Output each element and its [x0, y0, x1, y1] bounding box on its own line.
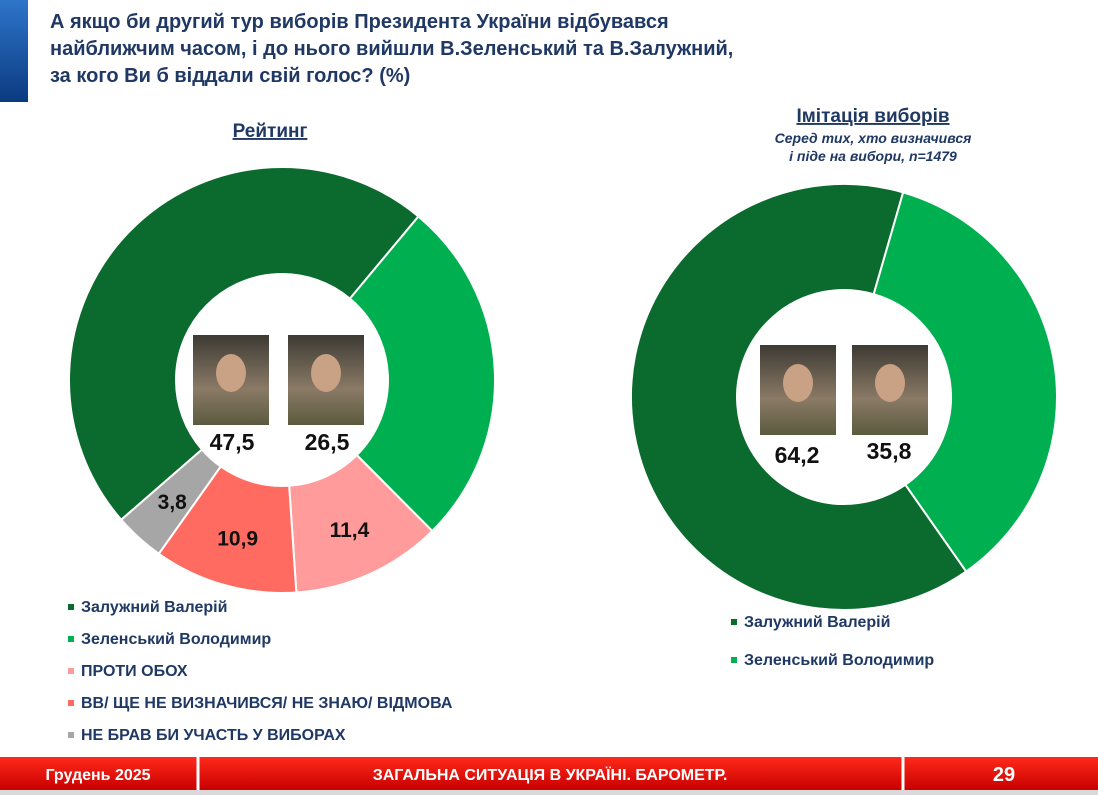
data-label: 35,8 [867, 438, 912, 464]
legend-label: Зеленський Володимир [744, 652, 934, 669]
data-label: 26,5 [305, 429, 350, 455]
legend-label: ВВ/ ЩЕ НЕ ВИЗНАЧИВСЯ/ НЕ ЗНАЮ/ ВІДМОВА [81, 695, 453, 712]
footer-bar [0, 757, 1098, 790]
footer-strip [0, 790, 1098, 795]
donut-segment [119, 448, 223, 556]
legend-label: Залужний Валерій [744, 614, 890, 631]
header-title: за кого Ви б віддали свій голос? (%) [50, 65, 410, 87]
legend-marker [731, 619, 737, 625]
chart-subtitle: Серед тих, хто визначився [775, 130, 972, 146]
footer-date: Грудень 2025 [45, 767, 150, 784]
page-number: 29 [993, 764, 1015, 786]
header-title: А якщо би другий тур виборів Президента … [50, 11, 669, 33]
legend-label: Залужний Валерій [81, 599, 227, 616]
legend-marker [68, 668, 74, 674]
donut-segment [68, 166, 420, 522]
donut-segment [348, 215, 496, 533]
data-label: 3,8 [158, 491, 188, 514]
portrait-face [875, 364, 905, 402]
data-label: 47,5 [210, 429, 255, 455]
legend-label: НЕ БРАВ БИ УЧАСТЬ У ВИБОРАХ [81, 727, 346, 744]
legend-label: ПРОТИ ОБОХ [81, 663, 188, 680]
data-label: 10,9 [217, 527, 258, 550]
legend-marker [68, 700, 74, 706]
portrait-face [311, 354, 341, 392]
legend-marker [68, 604, 74, 610]
header-accent [0, 0, 28, 102]
legend-label: Зеленський Володимир [81, 631, 271, 648]
legend-marker [731, 657, 737, 663]
portrait-face [216, 354, 246, 392]
footer-title: ЗАГАЛЬНА СИТУАЦІЯ В УКРАЇНІ. БАРОМЕТР. [373, 766, 728, 784]
portrait-face [783, 364, 813, 402]
legend-marker [68, 636, 74, 642]
chart-title: Рейтинг [233, 121, 308, 142]
chart-subtitle: і піде на вибори, n=1479 [789, 148, 957, 164]
donut-segment [872, 191, 1058, 573]
legend-marker [68, 732, 74, 738]
data-label: 64,2 [775, 442, 820, 468]
data-label: 11,4 [330, 519, 370, 542]
donut-segment [630, 183, 968, 611]
chart-title: Імітація виборів [796, 106, 949, 127]
header-title: найближчим часом, і до нього вийшли В.Зе… [50, 38, 733, 60]
